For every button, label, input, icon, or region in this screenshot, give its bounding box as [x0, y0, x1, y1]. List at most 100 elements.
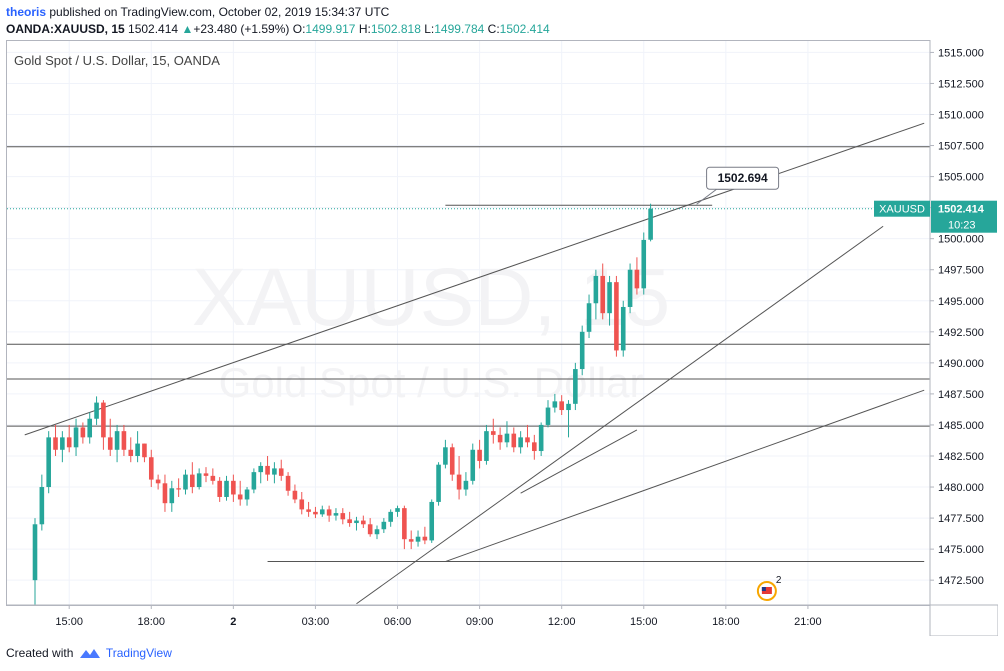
footer: Created with TradingView: [6, 646, 172, 660]
candle-body: [408, 539, 414, 542]
event-count-label: 2: [776, 575, 782, 586]
chart-container[interactable]: XAUUSD, 15 Gold Spot / U.S. Dollar Gold Sp…: [6, 40, 998, 636]
candle-body: [142, 443, 147, 458]
time-tick-label: 15:00: [55, 616, 83, 628]
candle-body: [292, 490, 298, 500]
flag-icon-canton: [761, 587, 766, 591]
candle-body: [101, 402, 106, 438]
candle-body: [128, 449, 134, 456]
candle-body: [361, 520, 366, 525]
tradingview-link[interactable]: TradingView: [105, 646, 172, 660]
candle-body: [210, 475, 216, 481]
candle-body: [32, 524, 38, 581]
price-tick-label: 1490.000: [938, 358, 984, 370]
candle-body: [415, 536, 421, 542]
trend-line[interactable]: [520, 429, 638, 494]
candle-body: [525, 437, 530, 443]
price-tick-label: 1515.000: [938, 47, 984, 59]
candle-body: [573, 369, 578, 404]
candle-body: [388, 511, 393, 522]
candle-body: [532, 442, 537, 452]
low-value: 1499.784: [434, 22, 485, 36]
candle-body: [470, 449, 476, 481]
trend-line[interactable]: [356, 225, 884, 605]
price-tick-label: 1495.000: [938, 296, 984, 308]
price-tick-label: 1497.500: [938, 265, 984, 277]
candle-body: [60, 437, 65, 450]
candle-body: [107, 437, 113, 450]
time-tick-label: 18:00: [712, 616, 740, 628]
time-tick-label: 09:00: [466, 616, 494, 628]
price-tick-label: 1492.500: [938, 327, 984, 339]
candle-body: [162, 483, 168, 504]
candle-body: [490, 431, 496, 435]
candle-body: [449, 447, 455, 475]
price-tick-label: 1472.500: [938, 575, 984, 587]
open-label: O:: [292, 22, 306, 36]
axis-corner: [929, 604, 998, 636]
price-tick-label: 1487.500: [938, 389, 984, 401]
trend-line[interactable]: [445, 389, 925, 563]
candle-body: [402, 508, 407, 540]
symbol-label: OANDA:XAUUSD, 15: [6, 22, 125, 36]
callout-box[interactable]: [706, 166, 780, 190]
price-tick-label: 1477.500: [938, 513, 984, 525]
candle-body: [648, 208, 653, 240]
close-value: 1502.414: [499, 22, 550, 36]
candle-body: [443, 447, 448, 465]
candle-body: [53, 437, 58, 450]
candle-body: [354, 520, 359, 524]
candle-body: [299, 499, 305, 510]
high-value: 1502.818: [370, 22, 421, 36]
tradingview-logo-icon: [79, 649, 100, 658]
price-chart[interactable]: XAUUSD, 15 Gold Spot / U.S. Dollar Gold Sp…: [6, 40, 998, 636]
price-tick-label: 1507.500: [938, 141, 984, 153]
candle-body: [600, 275, 606, 314]
candle-body: [456, 474, 462, 490]
publish-header: theoris published on TradingView.com, Oc…: [6, 5, 389, 19]
candle-body: [203, 473, 209, 476]
candle-body: [94, 402, 99, 419]
candle-body: [39, 487, 45, 525]
candle-body: [258, 465, 264, 473]
flag-icon: [761, 587, 772, 594]
bar-countdown-label: 10:23: [948, 220, 976, 232]
time-tick-label: 06:00: [384, 616, 412, 628]
candle-body: [176, 488, 181, 490]
candle-body: [504, 433, 510, 443]
candle-body: [272, 468, 277, 475]
author-link[interactable]: theoris: [6, 5, 47, 19]
candle-body: [518, 437, 523, 448]
candle-body: [545, 407, 551, 425]
candle-body: [46, 437, 51, 488]
time-tick-label: 18:00: [138, 616, 166, 628]
candle-body: [87, 418, 93, 438]
candle-body: [121, 431, 127, 450]
candle-body: [579, 331, 585, 370]
change-arrow-icon: ▲: [181, 22, 194, 36]
candle-body: [566, 403, 571, 411]
candle-body: [374, 529, 380, 535]
open-value: 1499.917: [305, 22, 356, 36]
price-tick-label: 1480.000: [938, 482, 984, 494]
candle-body: [326, 509, 332, 516]
candle-body: [285, 475, 291, 491]
symbol-tag-label: XAUUSD: [879, 204, 925, 216]
close-label: C:: [487, 22, 500, 36]
time-tick-label: 15:00: [630, 616, 658, 628]
candle-body: [313, 511, 318, 515]
candle-body: [395, 508, 400, 512]
candle-body: [347, 519, 352, 524]
candle-body: [217, 480, 222, 497]
candle-body: [367, 524, 373, 535]
candle-body: [477, 449, 482, 461]
candle-body: [641, 239, 647, 289]
created-with-text: Created with: [6, 646, 74, 660]
candle-body: [148, 457, 154, 480]
candle-body: [251, 472, 257, 490]
symbol-price-tag: [874, 200, 930, 217]
plot-frame: [6, 40, 931, 606]
last-price-tag-label: 1502.414: [938, 204, 985, 216]
candle-body: [333, 513, 339, 516]
time-tick-label: 2: [230, 616, 236, 628]
